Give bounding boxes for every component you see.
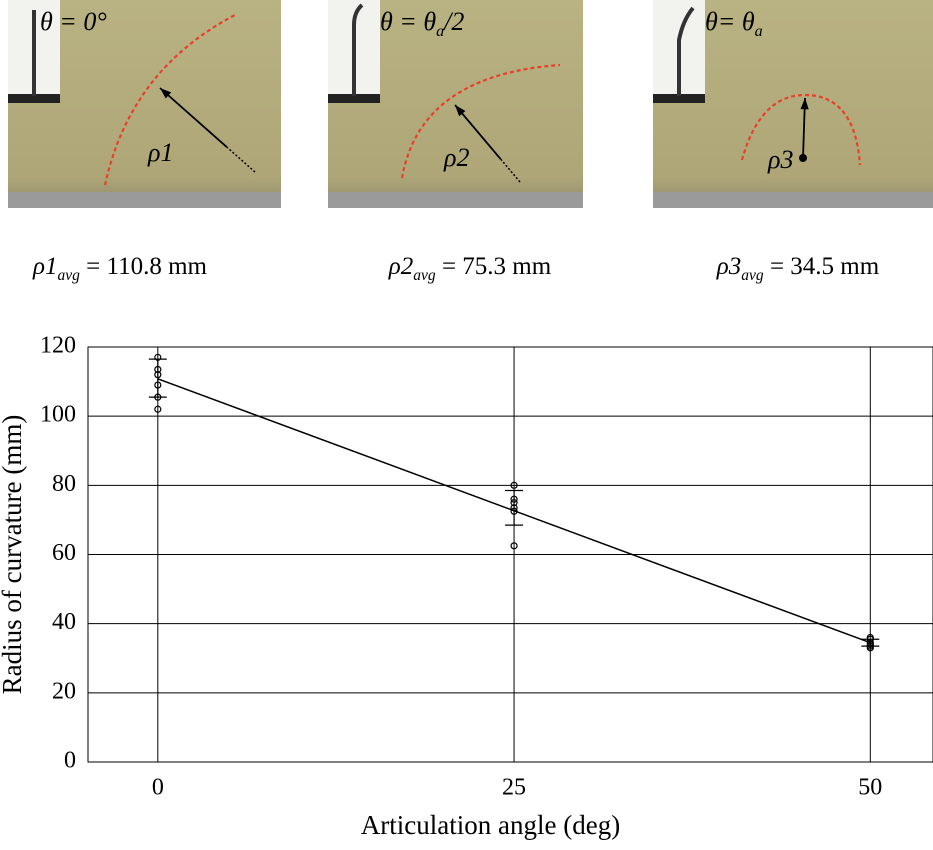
tentacle — [352, 3, 364, 96]
arrow — [454, 104, 502, 160]
y-tick-label: 100 — [40, 402, 76, 428]
x-axis-label: Articulation angle (deg) — [361, 810, 620, 840]
inset-base — [8, 94, 60, 103]
curvature-arc — [103, 14, 236, 186]
label: θ= θa — [705, 7, 763, 40]
text-part: = 110.8 mm — [80, 253, 208, 280]
tentacle — [677, 6, 695, 96]
label: θ = 0° — [40, 7, 107, 36]
data-point — [510, 542, 518, 550]
subscript: a — [755, 23, 763, 40]
curvature-arc — [400, 63, 561, 179]
y-tick-label: 80 — [52, 471, 76, 497]
error-bar — [505, 489, 524, 526]
text-part: ρ1 — [32, 253, 58, 280]
data-point — [510, 481, 518, 489]
x-tick-label: 0 — [152, 775, 164, 801]
inset-base — [328, 94, 380, 103]
error-bar — [148, 358, 167, 398]
subscript: avg — [741, 267, 764, 284]
text-part: = 34.5 mm — [764, 253, 880, 280]
label: ρ1avg = 110.8 mm — [32, 253, 208, 284]
text-part: θ= θ — [705, 7, 755, 36]
text-part: ρ3 — [716, 253, 742, 280]
x-tick-label: 25 — [502, 775, 526, 801]
radius-label: ρ2 — [443, 143, 469, 172]
label: ρ3avg = 34.5 mm — [716, 253, 880, 284]
subscript: avg — [58, 267, 81, 284]
photo-base — [328, 192, 583, 208]
text-part: θ = θ — [380, 7, 436, 36]
text-part: θ = 0° — [40, 7, 107, 36]
arrow — [159, 87, 228, 148]
label: θ = θa/2 — [380, 7, 464, 40]
text-part: /2 — [442, 7, 464, 36]
arrow-head — [160, 88, 172, 99]
subscript: a — [436, 23, 444, 40]
arrow-head — [800, 98, 809, 110]
x-tick-label: 50 — [858, 775, 882, 801]
photo-base — [8, 192, 281, 208]
y-tick-label: 40 — [52, 609, 76, 635]
data-point — [154, 405, 162, 413]
y-tick-label: 60 — [52, 540, 76, 566]
y-axis-label: Radius of curvature (mm) — [0, 415, 27, 695]
photo-base — [653, 192, 933, 208]
error-bar — [861, 638, 880, 647]
radius-label: ρ1 — [147, 138, 173, 167]
arrow-tail — [499, 158, 521, 183]
y-tick-label: 120 — [40, 333, 76, 359]
chart: 0 20 40 60 80 100 120 0 25 50 Articulation angle (… — [0, 333, 933, 840]
y-tick-label: 20 — [52, 678, 76, 704]
radius-label: ρ3 — [767, 145, 793, 174]
curvature-arc — [740, 93, 862, 166]
y-tick-label: 0 — [64, 748, 76, 774]
arrow-head — [455, 105, 466, 117]
subscript: avg — [413, 267, 436, 284]
text-part: ρ2 — [388, 253, 414, 280]
inset-base — [653, 94, 705, 103]
text-part: = 75.3 mm — [436, 253, 552, 280]
label: ρ2avg = 75.3 mm — [388, 253, 552, 284]
